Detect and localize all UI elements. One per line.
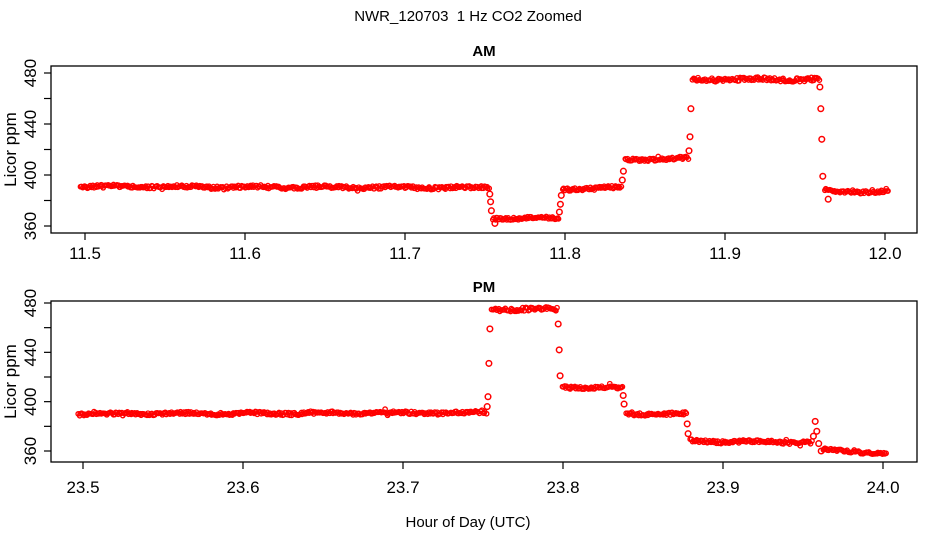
y-tick-label: 480 <box>21 59 40 87</box>
y-tick-label: 400 <box>21 161 40 189</box>
y-tick-label: 440 <box>21 110 40 138</box>
transition-points-am <box>486 83 832 227</box>
y-axis: 360 400 440 480 <box>21 59 51 240</box>
series-pm <box>75 304 889 457</box>
x-tick-label: 11.6 <box>229 244 261 263</box>
x-axis-label: Hour of Day (UTC) <box>405 514 531 531</box>
x-tick-label: 11.5 <box>69 244 101 263</box>
y-axis-label: Licor ppm <box>1 112 20 187</box>
plot-box <box>50 65 918 234</box>
x-tick-label: 23.6 <box>226 478 259 497</box>
series-am <box>77 74 891 223</box>
y-tick-label: 360 <box>21 437 40 465</box>
y-axis-label: Licor ppm <box>1 344 20 419</box>
transition-points-pm <box>483 320 825 455</box>
x-tick-label: 23.8 <box>546 478 579 497</box>
x-tick-label: 11.8 <box>549 244 581 263</box>
x-tick-label: 11.7 <box>389 244 421 263</box>
x-tick-label: 23.9 <box>706 478 739 497</box>
panel-title-am: AM <box>472 43 495 60</box>
x-tick-label: 24.0 <box>866 478 899 497</box>
y-tick-label: 360 <box>21 212 40 240</box>
plot-box <box>50 300 918 463</box>
x-axis: 23.5 23.6 23.7 23.8 23.9 24.0 <box>66 462 900 497</box>
x-tick-label: 12.0 <box>868 244 901 263</box>
x-tick-label: 11.9 <box>709 244 741 263</box>
y-tick-label: 400 <box>21 387 40 415</box>
y-tick-label: 480 <box>21 289 40 317</box>
x-axis: 11.5 11.6 11.7 11.8 11.9 12.0 <box>69 233 902 263</box>
y-tick-label: 440 <box>21 338 40 366</box>
figure-title: NWR_120703 1 Hz CO2 Zoomed <box>354 8 582 25</box>
x-tick-label: 23.5 <box>66 478 99 497</box>
x-tick-label: 23.7 <box>386 478 419 497</box>
y-axis: 360 400 440 480 <box>21 289 51 465</box>
panel-pm: PM 23.5 23.6 23.7 23.8 23.9 24.0 360 400 440 480 Li… <box>1 279 918 497</box>
panel-am: AM 11.5 11.6 11.7 11.8 11.9 12.0 360 400 440 480 Li… <box>1 43 918 263</box>
panel-title-pm: PM <box>473 279 496 296</box>
